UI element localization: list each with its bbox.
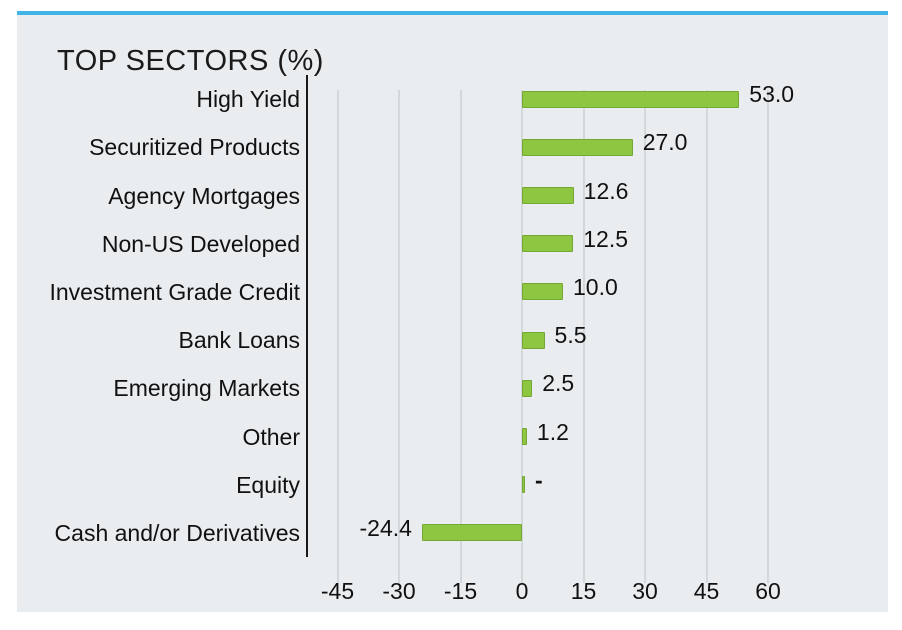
bar (522, 138, 633, 156)
gridline (644, 90, 646, 583)
value-label: 53.0 (749, 81, 795, 108)
chart-title: TOP SECTORS (%) (57, 45, 324, 77)
x-axis-tick-label: -45 (320, 578, 355, 604)
x-axis-tick-label: -15 (443, 578, 478, 604)
category-label: Agency Mortgages (108, 182, 300, 209)
value-label: - (535, 466, 543, 493)
category-label: Equity (236, 471, 300, 498)
category-label: Non-US Developed (101, 230, 300, 257)
bar (522, 187, 574, 204)
value-label: 1.2 (536, 418, 569, 445)
category-label: Securitized Products (89, 134, 300, 161)
bar (421, 524, 522, 542)
category-label: Investment Grade Credit (49, 278, 300, 305)
value-label: 12.5 (583, 225, 629, 252)
gridline (459, 90, 462, 583)
top-accent-line (17, 11, 888, 15)
x-axis-tick-label: -30 (382, 578, 416, 604)
category-label: Other (242, 423, 300, 450)
value-label: 12.6 (583, 177, 629, 204)
gridline (582, 90, 585, 583)
bar (522, 476, 525, 494)
x-axis-tick-label: 30 (632, 578, 658, 604)
value-label: 2.5 (542, 370, 575, 397)
gridline (336, 90, 339, 583)
value-label: 5.5 (554, 322, 587, 349)
gridline (705, 90, 708, 583)
chart-panel: TOP SECTORS (%) -45 -30 -15 0 15 30 45 60 High Y… (17, 15, 888, 612)
category-label: Cash and/or Derivatives (54, 519, 300, 546)
bar (522, 283, 563, 301)
value-label: -24.4 (359, 514, 412, 541)
gridline (398, 90, 400, 583)
x-axis-tick-label: 45 (693, 578, 720, 604)
gridline (767, 90, 769, 583)
bar (522, 331, 545, 349)
x-axis-tick-label: 0 (515, 578, 529, 604)
x-axis-tick-label: 60 (755, 578, 781, 604)
bar (522, 235, 574, 253)
category-label: High Yield (196, 86, 300, 113)
bar (522, 90, 740, 108)
category-label: Emerging Markets (113, 375, 300, 402)
value-label: 10.0 (573, 273, 618, 300)
value-label: 27.0 (642, 129, 688, 156)
x-axis-tick-label: 15 (570, 578, 597, 604)
category-label: Bank Loans (178, 327, 300, 354)
bar (522, 428, 527, 445)
bar (522, 379, 533, 397)
category-axis-line (306, 75, 308, 557)
